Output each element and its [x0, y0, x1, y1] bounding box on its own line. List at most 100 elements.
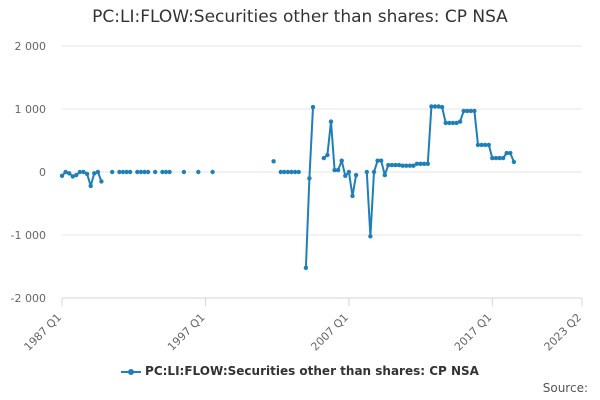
series-line [365, 105, 515, 238]
series-layer [59, 104, 517, 270]
data-point [339, 158, 344, 163]
data-point [364, 169, 369, 175]
data-point [447, 120, 452, 126]
data-point [465, 108, 470, 114]
data-point [346, 169, 352, 175]
data-point [59, 173, 65, 178]
data-point [386, 162, 391, 168]
data-point [135, 169, 140, 175]
y-tick-label: 2 000 [15, 40, 47, 53]
data-point [375, 158, 380, 163]
data-point [328, 119, 334, 124]
data-point [181, 169, 187, 175]
data-point [368, 234, 373, 239]
y-tick-label: -1 000 [11, 229, 46, 242]
y-axis: 2 000 1 000 0 -1 000 -2 000 [11, 40, 46, 305]
data-point [99, 179, 104, 184]
data-point [404, 163, 409, 168]
data-point [436, 104, 441, 109]
data-point [400, 163, 405, 168]
data-point [350, 193, 355, 199]
data-point [396, 162, 402, 168]
data-point [379, 158, 384, 163]
data-point [95, 169, 101, 175]
data-point [74, 172, 79, 178]
data-point [124, 169, 129, 175]
data-point [429, 104, 434, 109]
series-line [322, 120, 358, 197]
data-point [307, 176, 312, 181]
y-tick-label: 1 000 [15, 103, 47, 116]
data-point [486, 142, 491, 148]
chart-title: PC:LI:FLOW:Securities other than shares:… [92, 7, 508, 27]
data-point [439, 104, 445, 110]
legend[interactable]: PC:LI:FLOW:Securities other than shares:… [0, 364, 600, 378]
data-point [454, 120, 459, 126]
y-tick-label: -2 000 [11, 292, 46, 305]
data-point [343, 173, 348, 178]
legend-label: PC:LI:FLOW:Securities other than shares:… [145, 364, 479, 378]
data-point [210, 169, 215, 175]
legend-swatch [121, 367, 142, 377]
data-point [167, 169, 172, 175]
data-point [160, 169, 165, 175]
x-tick-label: 2017 Q1 [452, 311, 495, 354]
data-point [483, 142, 488, 148]
y-tick-label: 0 [39, 166, 46, 179]
data-point [310, 104, 316, 110]
data-point [457, 119, 463, 124]
data-point [285, 169, 291, 175]
data-point [382, 172, 387, 178]
data-point [196, 169, 201, 175]
data-point [153, 169, 158, 175]
data-point [303, 265, 309, 270]
data-point [425, 161, 430, 166]
data-point [117, 169, 122, 175]
data-point [70, 174, 76, 179]
data-point [500, 155, 506, 161]
data-point [332, 167, 337, 173]
credits[interactable]: Source: [542, 381, 588, 395]
data-point [418, 161, 423, 166]
data-point [84, 171, 90, 177]
data-point [92, 171, 97, 176]
data-point [63, 169, 68, 175]
data-point [67, 171, 72, 176]
data-point [371, 169, 377, 175]
data-point [411, 163, 416, 168]
gridlines [62, 45, 582, 236]
data-point [479, 142, 484, 148]
data-point [497, 155, 502, 161]
data-point [490, 155, 495, 161]
data-point [511, 159, 517, 165]
data-point [282, 169, 287, 175]
data-point [296, 169, 301, 175]
data-point [127, 169, 133, 175]
data-point [472, 108, 477, 114]
data-point [138, 169, 144, 175]
data-point [475, 142, 481, 148]
data-point [278, 169, 283, 175]
data-point [321, 155, 326, 161]
data-point [389, 162, 395, 168]
data-point [407, 163, 413, 168]
data-point [432, 104, 438, 109]
x-tick-label: 1987 Q1 [22, 311, 65, 354]
data-point [493, 155, 499, 161]
data-point [142, 169, 147, 175]
x-axis: 1987 Q1 1997 Q1 2007 Q1 2017 Q1 2023 Q2 [22, 297, 585, 354]
data-point [353, 172, 359, 178]
data-point [163, 169, 169, 175]
data-point [461, 108, 466, 114]
data-point [450, 120, 456, 126]
data-point [393, 162, 398, 168]
data-point [325, 152, 330, 158]
x-tick-label: 2007 Q1 [308, 311, 351, 354]
data-point [504, 150, 509, 156]
x-tick-label: 2023 Q2 [542, 311, 585, 354]
data-point [271, 159, 276, 164]
data-point [88, 183, 93, 189]
data-point [289, 169, 294, 175]
data-point [120, 169, 126, 175]
